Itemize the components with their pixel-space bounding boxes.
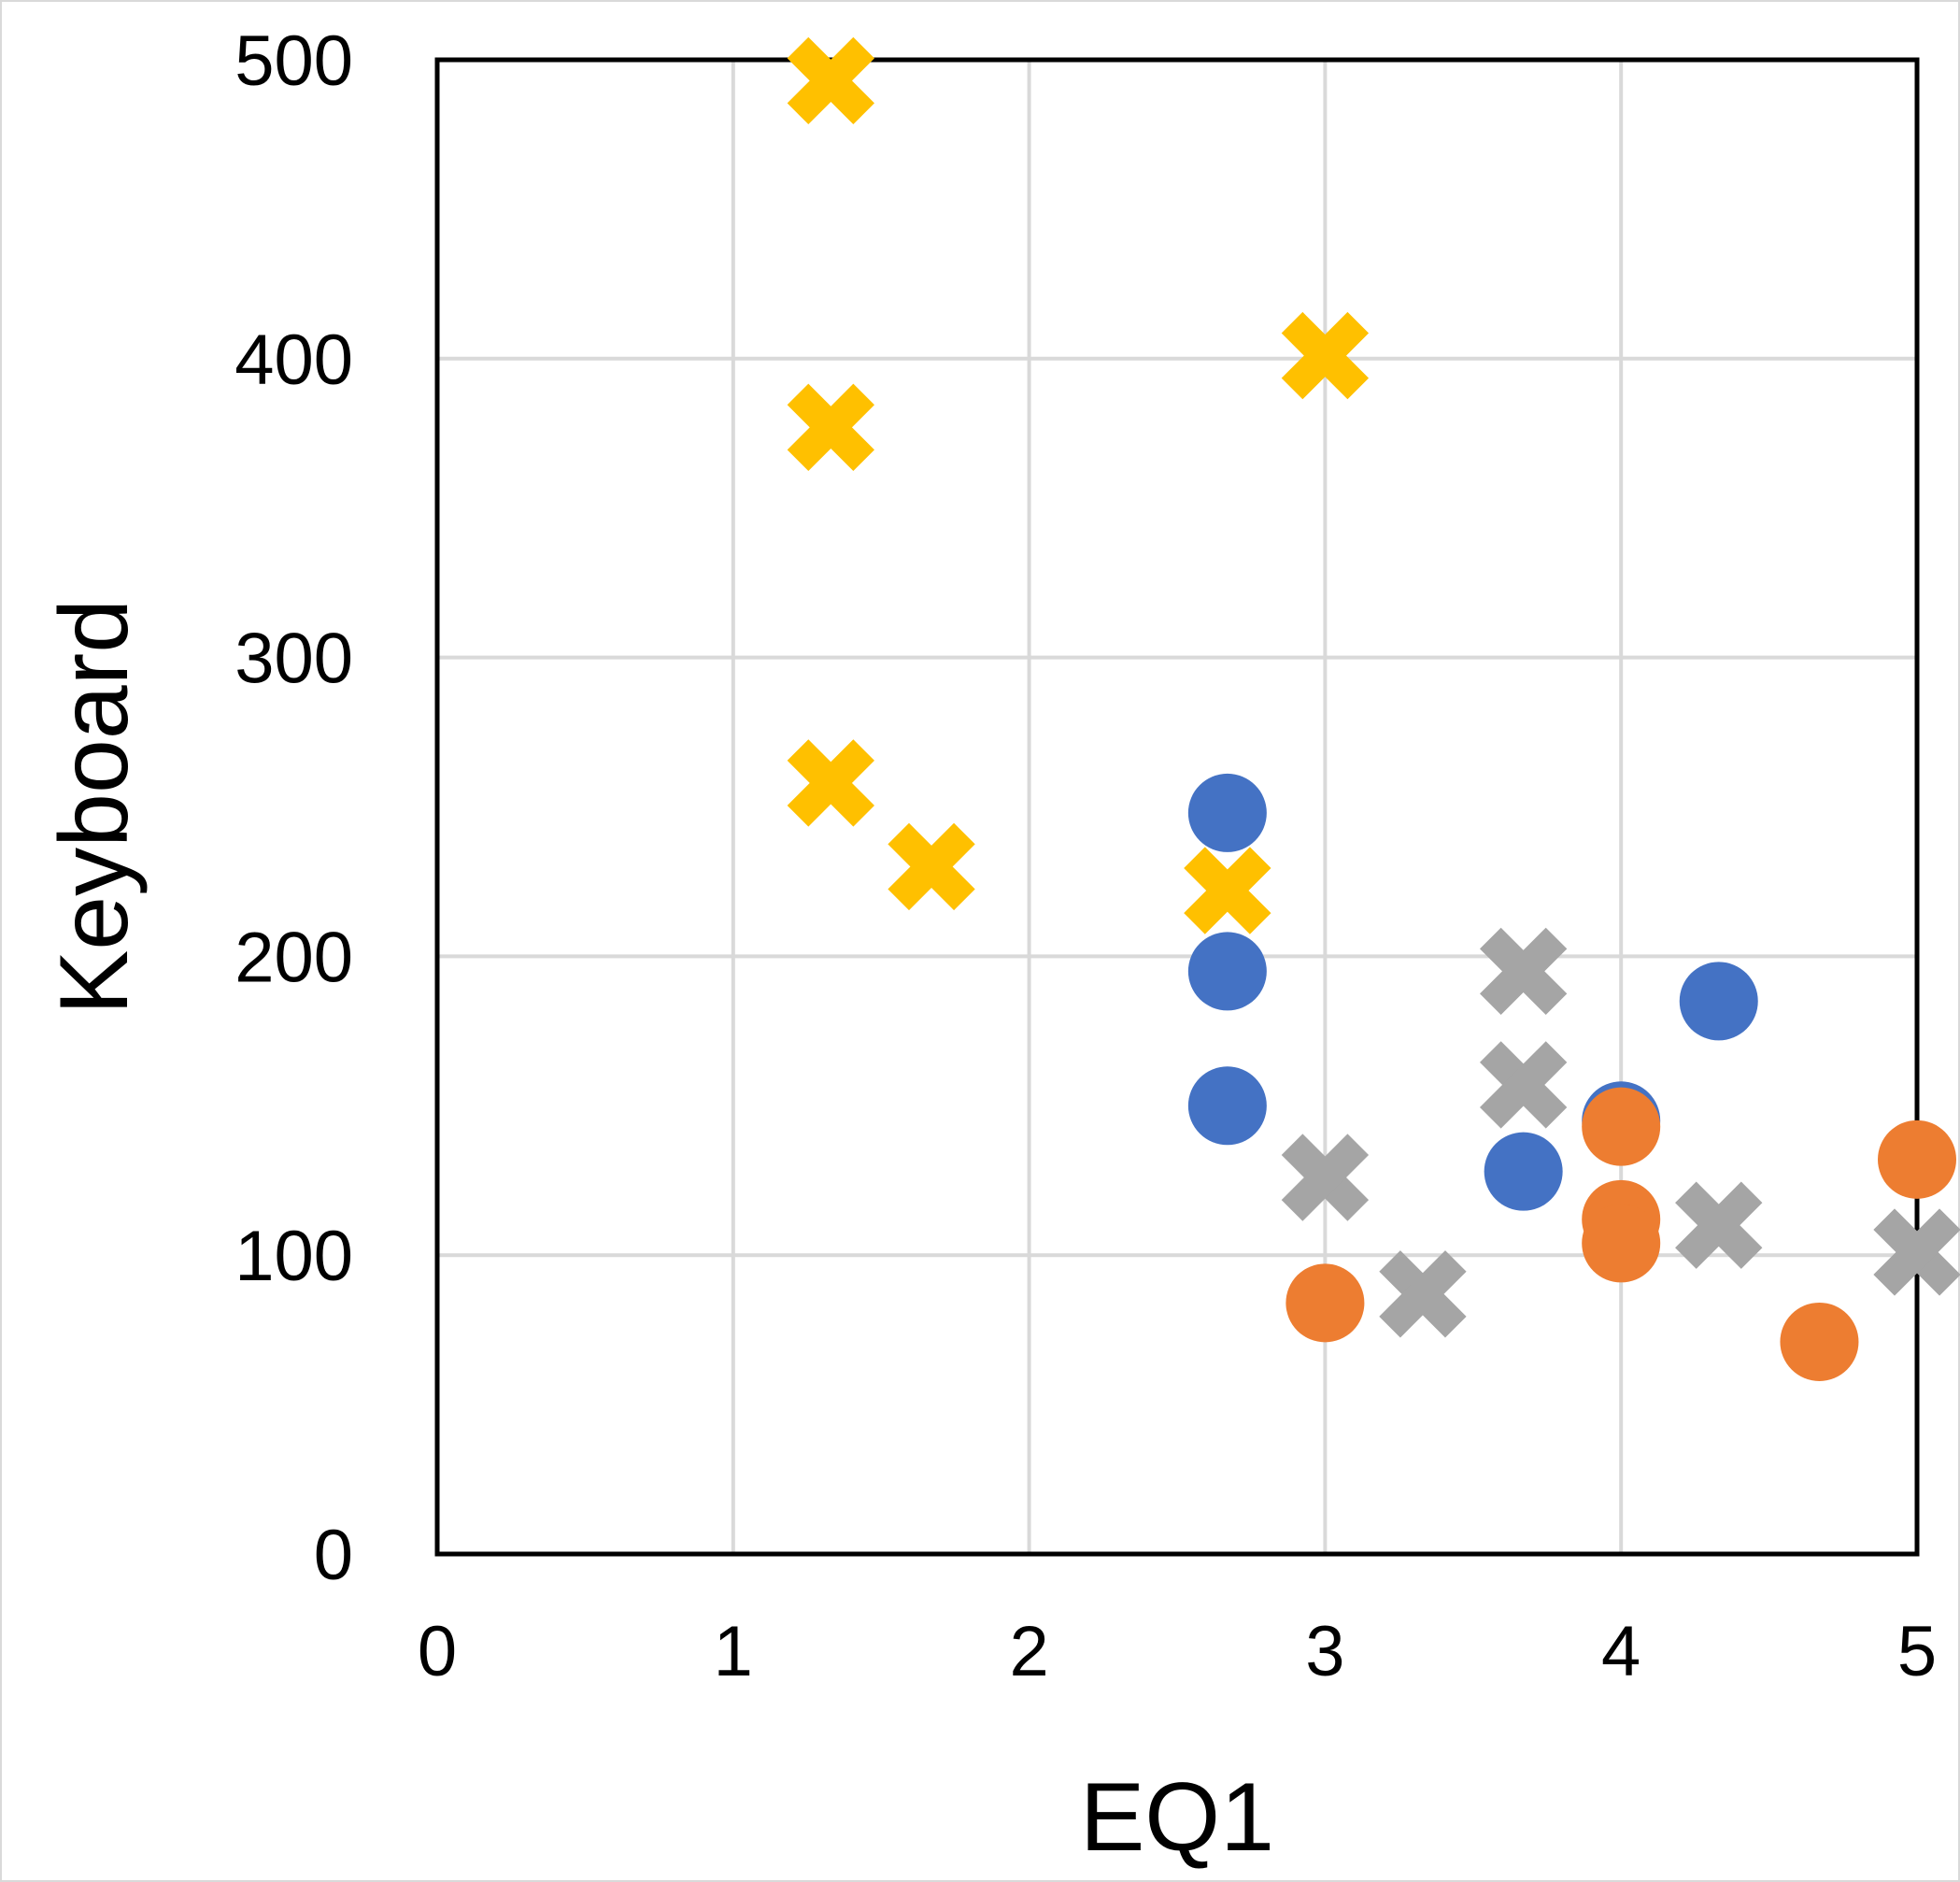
data-point-x	[787, 739, 875, 827]
data-point-x	[1379, 1250, 1467, 1338]
x-marker-bar	[1479, 927, 1568, 1016]
x-marker-bar	[888, 822, 975, 911]
data-point-circle	[1780, 1302, 1859, 1381]
data-point-circle	[1679, 962, 1758, 1041]
x-tick-label: 2	[1009, 1612, 1048, 1691]
data-point-circle	[1878, 1119, 1956, 1199]
data-point-x	[1873, 1208, 1960, 1296]
data-point-x	[787, 36, 875, 125]
y-tick-label: 200	[234, 918, 353, 997]
data-point-circle	[1582, 1204, 1661, 1283]
x-tick-label: 3	[1305, 1612, 1344, 1691]
data-point-x	[1479, 927, 1568, 1016]
x-tick-label: 1	[714, 1612, 753, 1691]
data-point-circle	[1187, 773, 1267, 852]
data-point-circle	[1484, 1132, 1563, 1211]
y-tick-label: 300	[234, 620, 353, 699]
y-tick-label: 500	[234, 21, 353, 101]
tick-labels: 0 1 2 3 4 5 0 100 200 300 400 500	[234, 21, 1937, 1691]
x-axis-title: EQ1	[1080, 1763, 1274, 1872]
data-point-x	[888, 822, 975, 911]
data-point-x	[1281, 311, 1370, 400]
data-point-x	[1281, 1133, 1370, 1221]
x-marker-bar	[787, 383, 875, 472]
data-point-circle	[1285, 1263, 1365, 1343]
y-axis-title: Keyboard	[40, 599, 149, 1015]
x-tick-label: 0	[418, 1612, 457, 1691]
plot-area	[434, 57, 1920, 1557]
x-marker-bar	[1281, 1133, 1370, 1221]
x-tick-label: 4	[1601, 1612, 1640, 1691]
y-tick-label: 0	[314, 1516, 353, 1595]
data-point-x	[1184, 847, 1271, 934]
data-point-x	[1675, 1181, 1763, 1269]
x-tick-label: 5	[1897, 1612, 1937, 1691]
data-markers	[787, 36, 1960, 1381]
x-marker-bar	[1184, 847, 1271, 934]
x-marker-bar	[1479, 1041, 1568, 1129]
data-point-circle	[1187, 932, 1267, 1011]
x-marker-bar	[1675, 1181, 1763, 1269]
x-marker-bar	[787, 36, 875, 125]
y-tick-label: 100	[234, 1217, 353, 1296]
x-marker-bar	[1873, 1208, 1960, 1296]
y-tick-label: 400	[234, 321, 353, 400]
data-point-x	[1479, 1041, 1568, 1129]
x-marker-bar	[1379, 1250, 1467, 1338]
x-marker-bar	[1281, 311, 1370, 400]
x-marker-bar	[787, 739, 875, 827]
data-point-circle	[1187, 1066, 1267, 1146]
data-point-circle	[1582, 1087, 1661, 1166]
data-point-x	[787, 383, 875, 472]
